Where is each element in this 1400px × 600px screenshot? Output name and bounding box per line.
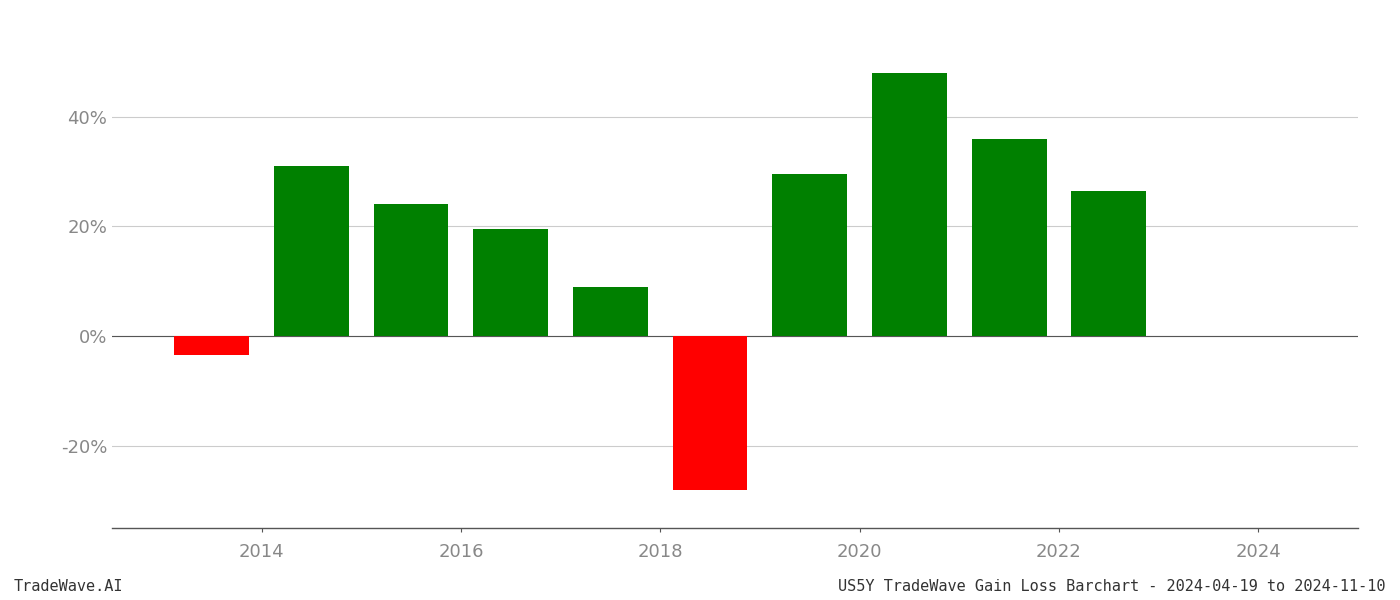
Bar bbox=[1071, 191, 1147, 336]
Bar bbox=[573, 287, 648, 336]
Bar bbox=[773, 174, 847, 336]
Bar bbox=[673, 336, 748, 490]
Bar bbox=[274, 166, 349, 336]
Bar bbox=[175, 336, 249, 355]
Text: US5Y TradeWave Gain Loss Barchart - 2024-04-19 to 2024-11-10: US5Y TradeWave Gain Loss Barchart - 2024… bbox=[839, 579, 1386, 594]
Text: TradeWave.AI: TradeWave.AI bbox=[14, 579, 123, 594]
Bar bbox=[473, 229, 549, 336]
Bar bbox=[972, 139, 1047, 336]
Bar bbox=[374, 205, 448, 336]
Bar bbox=[872, 73, 946, 336]
